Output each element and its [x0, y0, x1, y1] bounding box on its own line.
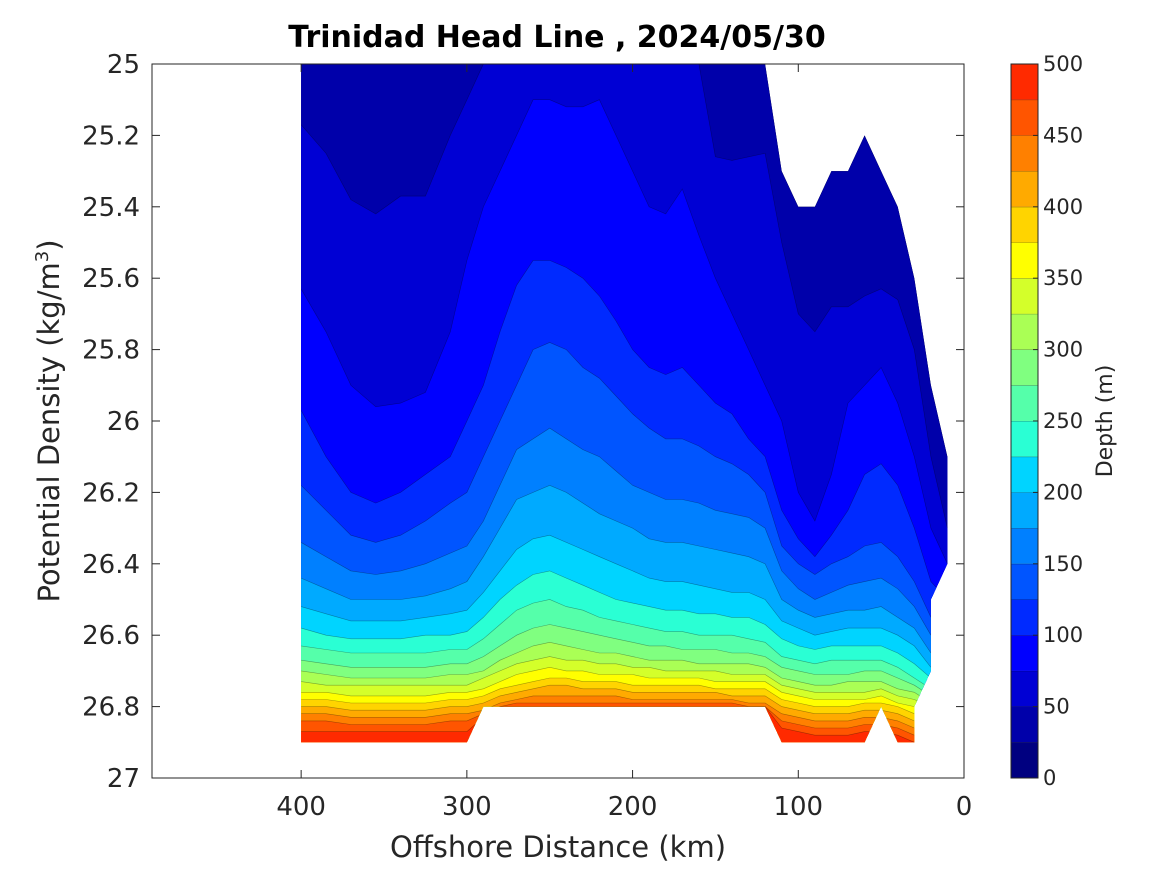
y-axis-title: Potential Density (kg/m3) [32, 239, 66, 602]
chart-title: Trinidad Head Line , 2024/05/30 [288, 20, 825, 55]
colorbar-band [1011, 706, 1038, 743]
colorbar-band [1011, 349, 1038, 386]
x-tick-label: 100 [773, 792, 823, 822]
contour-line-100 [301, 260, 948, 600]
colorbar-tick-label: 350 [1043, 266, 1083, 290]
contour-line-350 [301, 666, 932, 714]
colorbar-band [1011, 385, 1038, 421]
contour-line-75 [301, 99, 948, 564]
y-tick-label: 26.2 [82, 478, 140, 508]
colorbar-tick-label: 150 [1043, 552, 1083, 576]
colorbar-tick-label: 250 [1043, 409, 1083, 433]
colorbar-band [1011, 563, 1038, 600]
y-tick-label: 25.2 [82, 121, 140, 151]
y-tick-label: 25 [107, 50, 140, 80]
contour-line-50 [301, 64, 948, 529]
y-axis-title-superscript: 3 [32, 251, 53, 262]
colorbar-title: Depth (m) [1093, 365, 1118, 478]
contour-line-225 [301, 570, 932, 679]
y-axis-title-main: Potential Density (kg/m [32, 262, 66, 602]
y-tick-label: 25.8 [82, 336, 140, 366]
contour-line-425 [301, 695, 915, 729]
contour-fills [301, 64, 948, 743]
colorbar-band [1011, 421, 1038, 457]
colorbar-band [1011, 492, 1038, 529]
x-tick-label: 300 [442, 792, 492, 822]
colorbar-band [1011, 99, 1038, 136]
y-axis: 25 25.2 25.4 25.6 25.8 26 26.2 26.4 26.6 26.8 27 [82, 50, 964, 794]
colorbar-band [1011, 313, 1038, 350]
colorbar-tick-label: 400 [1043, 195, 1083, 219]
y-tick-label: 26.8 [82, 693, 140, 723]
y-tick-label: 25.6 [82, 264, 140, 294]
colorbar-band [1011, 670, 1038, 707]
colorbar-tick-label: 300 [1043, 338, 1083, 362]
colorbar-band [1011, 206, 1038, 243]
contour-line-375 [301, 677, 915, 714]
colorbar-tick-label: 200 [1043, 480, 1083, 504]
colorbar-band [1011, 528, 1038, 564]
x-tick-label: 400 [276, 792, 326, 822]
colorbar-tick-label: 500 [1043, 52, 1083, 76]
colorbar-tick-label: 100 [1043, 623, 1083, 647]
y-tick-label: 26.6 [82, 621, 140, 651]
colorbar-tick-label: 50 [1043, 695, 1070, 719]
contour-line-200 [301, 534, 932, 668]
x-axis-title: Offshore Distance (km) [390, 830, 726, 864]
y-axis-title-close: ) [32, 239, 66, 250]
y-tick-label: 25.4 [82, 193, 140, 223]
colorbar-band [1011, 278, 1038, 314]
colorbar-band [1011, 599, 1038, 636]
contour-line-275 [301, 624, 932, 697]
colorbar-tick-label: 450 [1043, 123, 1083, 147]
contour-line-450 [301, 702, 915, 736]
contour-line-125 [301, 342, 932, 618]
y-tick-label: 26 [107, 407, 140, 437]
x-tick-label: 200 [608, 792, 658, 822]
colorbar-band [1011, 171, 1038, 207]
colorbar-band [1011, 135, 1038, 172]
y-tick-label: 27 [107, 764, 140, 794]
contour-line-400 [301, 684, 915, 722]
colorbar-tick-label: 0 [1043, 766, 1056, 790]
contour-line-475 [301, 706, 915, 743]
x-tick-label: 0 [956, 792, 973, 822]
contour-line-325 [301, 656, 932, 707]
x-axis: 400 300 200 100 0 [276, 64, 972, 822]
contour-line-150 [301, 427, 932, 636]
colorbar-band [1011, 64, 1038, 100]
colorbar-band [1011, 242, 1038, 279]
colorbar-band [1011, 635, 1038, 671]
contour-line-25 [301, 64, 948, 457]
colorbar-band [1011, 456, 1038, 493]
colorbar: 0 50 100 150 200 250 300 350 400 450 500 [1010, 52, 1083, 790]
contour-line-250 [301, 599, 932, 690]
contour-line-175 [301, 484, 932, 654]
plot-area: 400 300 200 100 0 25 25.2 25.4 25.6 25.8 26 26.2 26… [82, 50, 972, 822]
contour-line-300 [301, 641, 932, 704]
colorbar-band [1011, 742, 1038, 778]
y-tick-label: 26.4 [82, 550, 140, 580]
